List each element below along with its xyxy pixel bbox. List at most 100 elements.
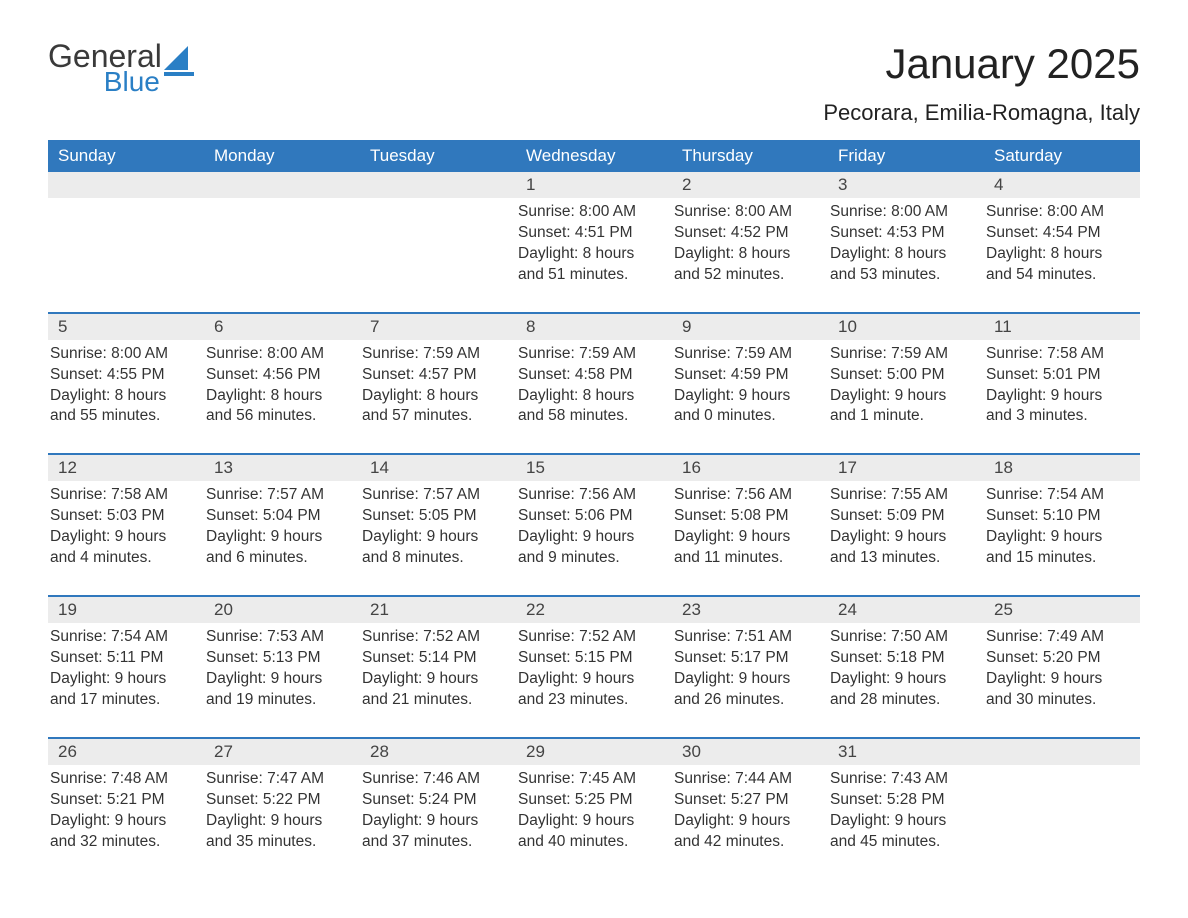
content-strip: Sunrise: 8:00 AMSunset: 4:51 PMDaylight:…	[48, 198, 1140, 286]
day-line: Sunrise: 7:58 AM	[50, 485, 194, 506]
day-line: Daylight: 9 hours	[206, 527, 350, 548]
daynum-13: 13	[204, 455, 360, 481]
day-line: Daylight: 9 hours	[362, 811, 506, 832]
day-cell: Sunrise: 8:00 AMSunset: 4:51 PMDaylight:…	[516, 198, 672, 286]
day-line: Sunset: 5:17 PM	[674, 648, 818, 669]
day-line: Sunset: 5:09 PM	[830, 506, 974, 527]
day-line: and 4 minutes.	[50, 548, 194, 569]
day-line: Daylight: 9 hours	[518, 669, 662, 690]
day-line: Sunrise: 7:52 AM	[518, 627, 662, 648]
day-cell: Sunrise: 7:48 AMSunset: 5:21 PMDaylight:…	[48, 765, 204, 853]
day-line: and 52 minutes.	[674, 265, 818, 286]
day-cell: Sunrise: 7:58 AMSunset: 5:01 PMDaylight:…	[984, 340, 1140, 428]
day-line: Sunrise: 7:54 AM	[50, 627, 194, 648]
daynum-4: 4	[984, 172, 1140, 198]
daynum-27: 27	[204, 739, 360, 765]
day-line: and 54 minutes.	[986, 265, 1130, 286]
daynum-18: 18	[984, 455, 1140, 481]
day-line: and 6 minutes.	[206, 548, 350, 569]
day-line: Daylight: 8 hours	[50, 386, 194, 407]
daynum-15: 15	[516, 455, 672, 481]
day-cell: Sunrise: 7:55 AMSunset: 5:09 PMDaylight:…	[828, 481, 984, 569]
day-line: and 51 minutes.	[518, 265, 662, 286]
day-line: Sunset: 5:15 PM	[518, 648, 662, 669]
day-line: Sunset: 5:03 PM	[50, 506, 194, 527]
day-cell: Sunrise: 8:00 AMSunset: 4:53 PMDaylight:…	[828, 198, 984, 286]
day-line: Sunrise: 7:57 AM	[362, 485, 506, 506]
logo-text: General Blue	[48, 40, 162, 96]
day-line: Sunset: 4:57 PM	[362, 365, 506, 386]
day-cell: Sunrise: 7:46 AMSunset: 5:24 PMDaylight:…	[360, 765, 516, 853]
day-line: Sunset: 4:51 PM	[518, 223, 662, 244]
day-line: Sunset: 5:01 PM	[986, 365, 1130, 386]
title-block: January 2025 Pecorara, Emilia-Romagna, I…	[823, 40, 1140, 136]
day-line: Daylight: 9 hours	[830, 669, 974, 690]
daynum-20: 20	[204, 597, 360, 623]
day-line: Sunrise: 7:59 AM	[518, 344, 662, 365]
daynum-5: 5	[48, 314, 204, 340]
daynum-1: 1	[516, 172, 672, 198]
day-line: Daylight: 9 hours	[206, 669, 350, 690]
day-cell: Sunrise: 7:43 AMSunset: 5:28 PMDaylight:…	[828, 765, 984, 853]
day-line: Daylight: 9 hours	[362, 669, 506, 690]
day-line: Sunrise: 7:49 AM	[986, 627, 1130, 648]
week-5: 262728293031Sunrise: 7:48 AMSunset: 5:21…	[48, 737, 1140, 853]
daynum-23: 23	[672, 597, 828, 623]
day-line: Sunset: 4:55 PM	[50, 365, 194, 386]
day-line: Sunrise: 7:58 AM	[986, 344, 1130, 365]
day-line: Daylight: 9 hours	[518, 811, 662, 832]
day-line: and 15 minutes.	[986, 548, 1130, 569]
day-line: and 57 minutes.	[362, 406, 506, 427]
day-line: and 55 minutes.	[50, 406, 194, 427]
day-line: Sunset: 4:54 PM	[986, 223, 1130, 244]
header: General Blue January 2025 Pecorara, Emil…	[48, 40, 1140, 136]
content-strip: Sunrise: 7:54 AMSunset: 5:11 PMDaylight:…	[48, 623, 1140, 711]
day-cell: Sunrise: 7:59 AMSunset: 5:00 PMDaylight:…	[828, 340, 984, 428]
daynum-strip: 19202122232425	[48, 595, 1140, 623]
day-line: Sunset: 5:10 PM	[986, 506, 1130, 527]
day-line: Sunset: 5:08 PM	[674, 506, 818, 527]
day-cell: Sunrise: 7:50 AMSunset: 5:18 PMDaylight:…	[828, 623, 984, 711]
day-cell: Sunrise: 7:54 AMSunset: 5:10 PMDaylight:…	[984, 481, 1140, 569]
calendar: SundayMondayTuesdayWednesdayThursdayFrid…	[48, 140, 1140, 852]
logo-word-blue: Blue	[48, 68, 162, 96]
day-line: Sunrise: 8:00 AM	[206, 344, 350, 365]
daynum-empty	[48, 172, 204, 198]
day-cell: Sunrise: 7:45 AMSunset: 5:25 PMDaylight:…	[516, 765, 672, 853]
day-line: Sunset: 4:58 PM	[518, 365, 662, 386]
day-line: and 40 minutes.	[518, 832, 662, 853]
day-line: Sunrise: 7:48 AM	[50, 769, 194, 790]
day-line: and 45 minutes.	[830, 832, 974, 853]
day-cell: Sunrise: 7:52 AMSunset: 5:14 PMDaylight:…	[360, 623, 516, 711]
day-line: Sunrise: 7:57 AM	[206, 485, 350, 506]
day-cell: Sunrise: 7:56 AMSunset: 5:08 PMDaylight:…	[672, 481, 828, 569]
day-header-tuesday: Tuesday	[360, 140, 516, 172]
day-line: Sunrise: 8:00 AM	[986, 202, 1130, 223]
week-3: 12131415161718Sunrise: 7:58 AMSunset: 5:…	[48, 453, 1140, 569]
daynum-26: 26	[48, 739, 204, 765]
month-title: January 2025	[823, 40, 1140, 88]
day-line: Sunrise: 7:46 AM	[362, 769, 506, 790]
day-line: and 32 minutes.	[50, 832, 194, 853]
daynum-14: 14	[360, 455, 516, 481]
daynum-2: 2	[672, 172, 828, 198]
day-line: Sunrise: 8:00 AM	[830, 202, 974, 223]
day-cell: Sunrise: 7:59 AMSunset: 4:59 PMDaylight:…	[672, 340, 828, 428]
day-cell: Sunrise: 7:47 AMSunset: 5:22 PMDaylight:…	[204, 765, 360, 853]
day-line: Daylight: 9 hours	[830, 527, 974, 548]
day-cell: Sunrise: 7:51 AMSunset: 5:17 PMDaylight:…	[672, 623, 828, 711]
day-cell: Sunrise: 7:54 AMSunset: 5:11 PMDaylight:…	[48, 623, 204, 711]
day-line: Sunset: 4:52 PM	[674, 223, 818, 244]
day-cell: Sunrise: 7:59 AMSunset: 4:58 PMDaylight:…	[516, 340, 672, 428]
day-line: Sunset: 5:13 PM	[206, 648, 350, 669]
day-header-saturday: Saturday	[984, 140, 1140, 172]
day-line: Daylight: 8 hours	[830, 244, 974, 265]
week-1: 1234Sunrise: 8:00 AMSunset: 4:51 PMDayli…	[48, 172, 1140, 286]
day-line: and 19 minutes.	[206, 690, 350, 711]
daynum-6: 6	[204, 314, 360, 340]
day-cell: Sunrise: 7:49 AMSunset: 5:20 PMDaylight:…	[984, 623, 1140, 711]
day-line: Sunrise: 7:43 AM	[830, 769, 974, 790]
day-line: Sunset: 4:59 PM	[674, 365, 818, 386]
day-line: Sunrise: 8:00 AM	[518, 202, 662, 223]
sail-icon	[164, 46, 198, 81]
